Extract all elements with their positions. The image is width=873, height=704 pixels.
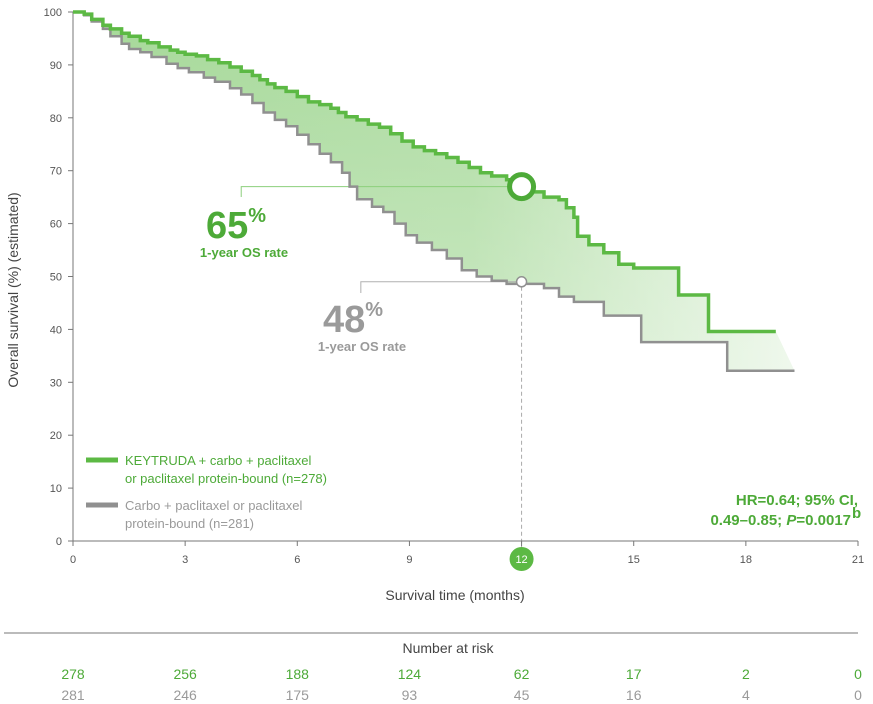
x-tick-highlight [509, 547, 534, 571]
risk-keytruda-value: 256 [173, 666, 197, 682]
keytruda-12mo-marker [507, 172, 537, 202]
risk-chemo-value: 246 [173, 687, 197, 703]
y-tick-label: 30 [50, 377, 62, 389]
keytruda-rate-callout: 65% 1-year OS rate [200, 205, 288, 260]
risk-keytruda-value: 0 [854, 666, 862, 682]
x-tick-label: 21 [852, 554, 864, 566]
hazard-ratio-stats: HR=0.64; 95% CI, 0.49–0.85; P=0.0017 b [710, 492, 861, 529]
keytruda-rate-label: 1-year OS rate [200, 245, 288, 260]
x-tick-label: 12 [515, 554, 527, 566]
y-tick-label: 10 [50, 483, 62, 495]
legend-keytruda-line2: or paclitaxel protein-bound (n=278) [125, 471, 327, 486]
x-tick-label: 6 [294, 554, 300, 566]
chemo-12mo-marker [515, 276, 528, 288]
x-tick-label: 15 [628, 554, 640, 566]
svg-text:65%: 65% [206, 205, 266, 247]
y-tick-label: 70 [50, 166, 62, 178]
keytruda-rate-value: 65 [206, 205, 248, 247]
keytruda-rate-unit: % [248, 205, 266, 227]
risk-table-title: Number at risk [402, 640, 494, 656]
hr-line1: HR=0.64; 95% CI, [736, 492, 858, 509]
risk-chemo-value: 16 [626, 687, 642, 703]
svg-text:48%: 48% [323, 299, 383, 341]
hr-p-symbol: P [786, 512, 797, 529]
x-tick-label: 9 [406, 554, 412, 566]
y-tick-label: 90 [50, 60, 62, 72]
survival-curves [73, 10, 795, 372]
risk-chemo-value: 281 [61, 687, 85, 703]
guide-lines [240, 186, 523, 547]
legend-chemo-line2: protein-bound (n=281) [125, 516, 254, 531]
chemo-rate-value: 48 [323, 299, 365, 341]
y-tick-label: 80 [50, 113, 62, 125]
keytruda-curve [73, 10, 776, 334]
keytruda-callout-line [240, 186, 510, 197]
rate-markers [507, 172, 537, 288]
y-tick-label: 0 [56, 536, 62, 548]
x-tick-label: 18 [740, 554, 752, 566]
y-tick-label: 20 [50, 430, 62, 442]
x-tick-label: 0 [70, 554, 76, 566]
legend-chemo-line1: Carbo + paclitaxel or paclitaxel [125, 498, 303, 513]
axes: 0 10 20 30 40 50 60 70 80 90 100 0 3 6 9 12 15 18 21 [44, 7, 864, 571]
legend-keytruda-line1: KEYTRUDA + carbo + paclitaxel [125, 453, 312, 468]
chemo-callout-line [360, 281, 517, 293]
risk-chemo-value: 93 [402, 687, 418, 703]
between-curves-fill [73, 12, 795, 371]
legend: KEYTRUDA + carbo + paclitaxel or paclita… [86, 453, 327, 531]
number-at-risk-table: 278 256 188 124 62 17 2 0 281 246 175 93 45 16 4 0 [61, 666, 862, 703]
y-axis-title: Overall survival (%) (estimated) [5, 192, 21, 387]
risk-keytruda-value: 188 [286, 666, 310, 682]
y-tick-label: 40 [50, 324, 62, 336]
risk-chemo-value: 175 [286, 687, 310, 703]
risk-chemo-value: 4 [742, 687, 750, 703]
fill-area-shade [73, 12, 795, 371]
hr-ci: 0.49–0.85; [710, 512, 786, 529]
chemo-curve [73, 10, 795, 372]
x-axis-title: Survival time (months) [385, 587, 524, 603]
hr-footnote: b [852, 505, 861, 522]
risk-keytruda-value: 2 [742, 666, 750, 682]
chemo-rate-unit: % [365, 299, 383, 321]
risk-keytruda-value: 17 [626, 666, 642, 682]
hr-line2: 0.49–0.85; P=0.0017 [710, 512, 851, 529]
y-tick-label: 100 [44, 7, 62, 19]
risk-keytruda-value: 62 [514, 666, 530, 682]
chemo-rate-label: 1-year OS rate [318, 339, 406, 354]
x-tick-label: 3 [182, 554, 188, 566]
y-tick-label: 50 [50, 272, 62, 284]
risk-chemo-value: 0 [854, 687, 862, 703]
risk-chemo-value: 45 [514, 687, 530, 703]
hr-p-value: =0.0017 [796, 512, 851, 529]
risk-keytruda-value: 124 [398, 666, 422, 682]
risk-keytruda-value: 278 [61, 666, 85, 682]
y-tick-label: 60 [50, 219, 62, 231]
chemo-rate-callout: 48% 1-year OS rate [318, 299, 406, 354]
